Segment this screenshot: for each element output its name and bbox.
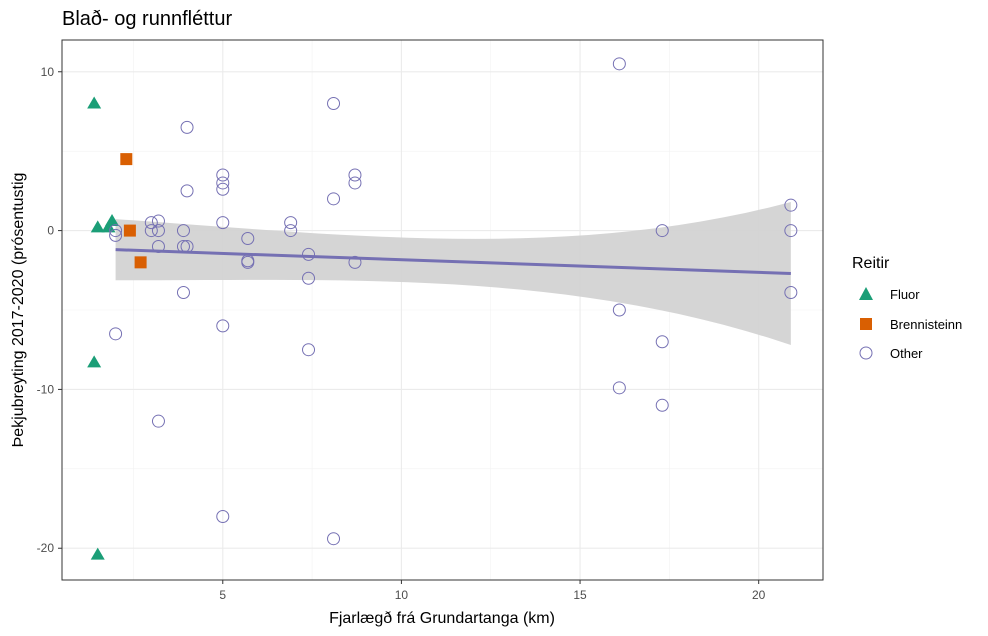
data-point-other <box>176 286 190 300</box>
data-point-brennisteinn <box>120 153 133 166</box>
legend-key-other <box>859 346 873 360</box>
data-point-other <box>302 271 316 285</box>
legend-title: Reitir <box>852 255 890 272</box>
data-point-other <box>109 224 123 238</box>
x-axis-ticks: 5 10 15 20 <box>219 580 766 602</box>
data-point-other <box>180 184 194 198</box>
y-tick-label: 0 <box>47 224 54 238</box>
data-point-other <box>784 198 798 212</box>
data-point-other <box>612 303 626 317</box>
data-point-other <box>216 216 230 230</box>
data-point-other <box>348 176 362 190</box>
data-point-other <box>284 216 298 230</box>
data-point-other <box>151 239 165 253</box>
data-point-other <box>327 97 341 111</box>
data-point-other <box>216 319 230 333</box>
y-tick-label: 10 <box>41 65 55 79</box>
data-point-other <box>151 214 165 228</box>
data-point-other <box>144 216 158 230</box>
data-point-other <box>109 327 123 341</box>
x-tick-label: 5 <box>219 588 226 602</box>
chart-title: Blað- og runnfléttur <box>62 8 232 30</box>
confidence-band <box>115 202 791 345</box>
data-point-other <box>241 255 255 269</box>
data-point-other <box>327 532 341 546</box>
data-point-other <box>655 335 669 349</box>
trend-line <box>115 248 791 275</box>
legend: Reitir Fluor Brennisteinn Other <box>852 255 962 361</box>
data-point-other <box>176 239 190 253</box>
data-point-other <box>109 228 123 242</box>
data-point-other <box>180 239 194 253</box>
data-point-other <box>180 120 194 134</box>
legend-label-brennisteinn: Brennisteinn <box>890 317 962 332</box>
data-point-fluor <box>87 96 102 109</box>
data-point-fluor <box>101 220 116 233</box>
x-tick-label: 20 <box>752 588 766 602</box>
y-axis-ticks: 10 0 -10 -20 <box>37 65 62 555</box>
legend-label-other: Other <box>890 346 923 361</box>
data-points <box>87 57 798 560</box>
x-axis-title: Fjarlægð frá Grundartanga (km) <box>329 610 555 627</box>
data-point-fluor <box>90 547 105 560</box>
legend-label-fluor: Fluor <box>890 287 920 302</box>
data-point-other <box>216 182 230 196</box>
data-point-other <box>302 343 316 357</box>
data-point-other <box>216 168 230 182</box>
x-tick-label: 15 <box>573 588 587 602</box>
data-point-brennisteinn <box>123 224 136 237</box>
data-point-other <box>216 176 230 190</box>
data-point-other <box>784 224 798 238</box>
data-point-other <box>176 224 190 238</box>
data-point-fluor <box>105 214 120 227</box>
data-point-other <box>348 255 362 269</box>
data-point-other <box>151 414 165 428</box>
data-point-other <box>655 398 669 412</box>
data-point-other <box>655 224 669 238</box>
data-point-other <box>144 224 158 238</box>
data-point-other <box>284 224 298 238</box>
data-point-other <box>612 381 626 395</box>
x-tick-label: 10 <box>395 588 409 602</box>
data-point-fluor <box>87 355 102 368</box>
data-point-other <box>348 168 362 182</box>
data-point-other <box>302 247 316 261</box>
data-point-other <box>784 286 798 300</box>
data-point-fluor <box>90 220 105 233</box>
data-point-other <box>216 509 230 523</box>
plot-border <box>61 39 824 581</box>
data-point-other <box>327 192 341 206</box>
y-tick-label: -20 <box>37 541 55 555</box>
data-point-other <box>151 224 165 238</box>
legend-key-brennisteinn <box>860 318 872 330</box>
data-point-other <box>612 57 626 71</box>
data-point-brennisteinn <box>134 256 147 269</box>
legend-key-fluor <box>859 287 873 300</box>
y-axis-title: Þekjubreyting 2017-2020 (prósentustig <box>10 173 27 448</box>
data-point-other <box>241 232 255 246</box>
y-tick-label: -10 <box>37 382 55 396</box>
